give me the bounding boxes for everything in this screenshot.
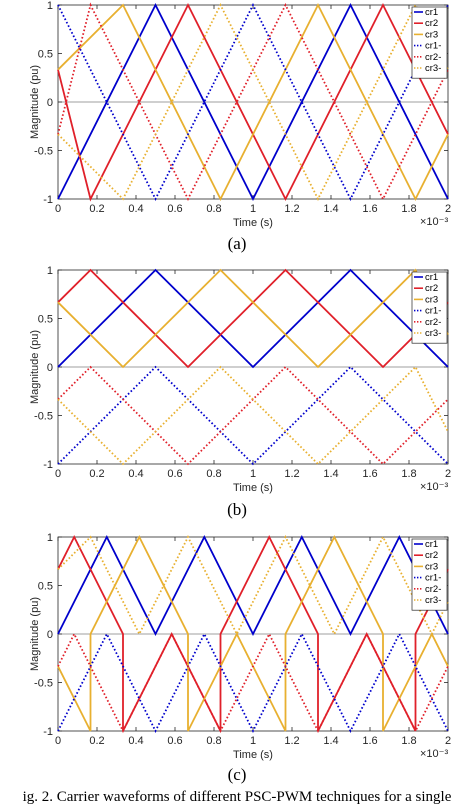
x-tick-label: 1.8: [401, 735, 416, 747]
x-tick-label: 1.2: [284, 735, 299, 747]
x-tick-label: 1.6: [362, 203, 377, 215]
y-tick-label: 0: [47, 97, 53, 109]
x-tick-label: 0.2: [89, 735, 104, 747]
x-exponent-label: ×10⁻³: [420, 481, 448, 493]
series-line-cr3-neg: [57, 2, 449, 202]
legend-entry: cr1: [425, 7, 438, 18]
y-tick-label: 1: [47, 265, 53, 277]
series-line-cr1-neg: [57, 631, 449, 734]
legend-entry: cr1-: [425, 41, 441, 52]
series-line-cr2-neg: [57, 2, 449, 202]
x-tick-label: 1.2: [284, 468, 299, 480]
chart-panel-b: 0 0.2 0.4 0.6 0.8 1 1.2 1.4 1.6 1.8 2 1 0.5 0 -0.5 -1 Ti…: [29, 265, 451, 519]
series-line-cr1-neg: [57, 2, 449, 202]
x-tick-label: 0.8: [206, 203, 221, 215]
legend-entry: cr3-: [425, 63, 441, 74]
series-line-cr3: [57, 534, 449, 732]
x-axis-label: Time (s): [233, 217, 273, 229]
x-tick-label: 1.6: [362, 735, 377, 747]
x-tick-label: 1: [250, 203, 256, 215]
x-tick-label: 0.8: [206, 735, 221, 747]
y-tick-label: 0: [47, 362, 53, 374]
x-tick-label: 1.4: [323, 735, 338, 747]
y-tick-label: 1: [47, 0, 53, 12]
y-tick-label: -0.5: [34, 411, 53, 423]
series-line-cr2: [57, 534, 449, 732]
x-tick-label: 1: [250, 735, 256, 747]
x-tick-label: 2: [445, 468, 451, 480]
legend-entry: cr1-: [425, 573, 441, 584]
legend-entry: cr2-: [425, 52, 441, 63]
legend-entry: cr3-: [425, 595, 441, 606]
legend-box: [411, 6, 448, 79]
x-tick-label: 1.2: [284, 203, 299, 215]
y-tick-label: 0: [47, 629, 53, 641]
x-tick-label: 0.4: [128, 735, 143, 747]
panel-label: (c): [228, 765, 247, 784]
x-tick-label: 0.8: [206, 468, 221, 480]
x-tick-label: 2: [445, 735, 451, 747]
legend-entry: cr1: [425, 272, 438, 283]
x-exponent-label: ×10⁻³: [420, 216, 448, 228]
series-line-cr2: [57, 2, 449, 202]
chart-panel-a: 0 0.2 0.4 0.6 0.8 1 1.2 1.4 1.6 1.8 2 1 0.5 0 -0.5 -1 Ti…: [29, 0, 451, 253]
x-tick-label: 1.4: [323, 468, 338, 480]
x-tick-label: 0.4: [128, 468, 143, 480]
x-tick-label: 0.6: [167, 203, 182, 215]
y-tick-label: 1: [47, 532, 53, 544]
legend-entry: cr2-: [425, 584, 441, 595]
legend-entry: cr2-: [425, 317, 441, 328]
x-axis-label: Time (s): [233, 482, 273, 494]
panel-label: (a): [228, 234, 247, 253]
y-tick-label: -1: [43, 726, 53, 738]
x-tick-label: 1.4: [323, 203, 338, 215]
x-tick-label: 0.6: [167, 735, 182, 747]
y-tick-label: -0.5: [34, 146, 53, 158]
legend-entry: cr2: [425, 18, 438, 29]
x-axis-label: Time (s): [233, 749, 273, 761]
x-tick-label: 0.2: [89, 203, 104, 215]
series-line-cr2: [57, 268, 449, 369]
x-tick-label: 0: [55, 735, 61, 747]
series-line-cr2-neg: [57, 365, 449, 466]
x-tick-label: 0.2: [89, 468, 104, 480]
x-tick-label: 1.8: [401, 203, 416, 215]
series-line-cr3-neg: [57, 534, 449, 637]
y-tick-label: 0.5: [38, 581, 53, 593]
x-tick-label: 0.6: [167, 468, 182, 480]
legend-entry: cr3: [425, 294, 438, 305]
panel-label: (b): [227, 500, 247, 519]
x-tick-label: 0: [55, 203, 61, 215]
series-line-cr3-neg: [57, 365, 449, 466]
y-tick-label: -1: [43, 194, 53, 206]
y-axis-label: Magnitude (pu): [29, 597, 41, 671]
legend-box: [411, 271, 448, 344]
legend-box: [411, 538, 448, 611]
y-tick-label: -0.5: [34, 678, 53, 690]
x-exponent-label: ×10⁻³: [420, 748, 448, 760]
legend-entry: cr2: [425, 283, 438, 294]
x-tick-label: 1: [250, 468, 256, 480]
y-tick-label: -1: [43, 459, 53, 471]
x-tick-label: 2: [445, 203, 451, 215]
y-tick-label: 0.5: [38, 314, 53, 326]
legend-entry: cr2: [425, 550, 438, 561]
legend-entry: cr1-: [425, 306, 441, 317]
series-line-cr2-neg: [57, 631, 449, 734]
x-tick-label: 0.4: [128, 203, 143, 215]
y-axis-label: Magnitude (pu): [29, 330, 41, 404]
legend-entry: cr3: [425, 29, 438, 40]
legend-entry: cr3-: [425, 328, 441, 339]
y-axis-label: Magnitude (pu): [29, 65, 41, 139]
x-tick-label: 1.8: [401, 468, 416, 480]
x-tick-label: 1.6: [362, 468, 377, 480]
legend-entry: cr1: [425, 539, 438, 550]
figure-caption: ig. 2. Carrier waveforms of different PS…: [23, 789, 452, 805]
chart-panel-c: 0 0.2 0.4 0.6 0.8 1 1.2 1.4 1.6 1.8 2 1 0.5 0 -0.5 -1 Ti…: [29, 532, 451, 784]
legend-entry: cr3: [425, 561, 438, 572]
series-line-cr3: [57, 2, 449, 202]
y-tick-label: 0.5: [38, 49, 53, 61]
x-tick-label: 0: [55, 468, 61, 480]
